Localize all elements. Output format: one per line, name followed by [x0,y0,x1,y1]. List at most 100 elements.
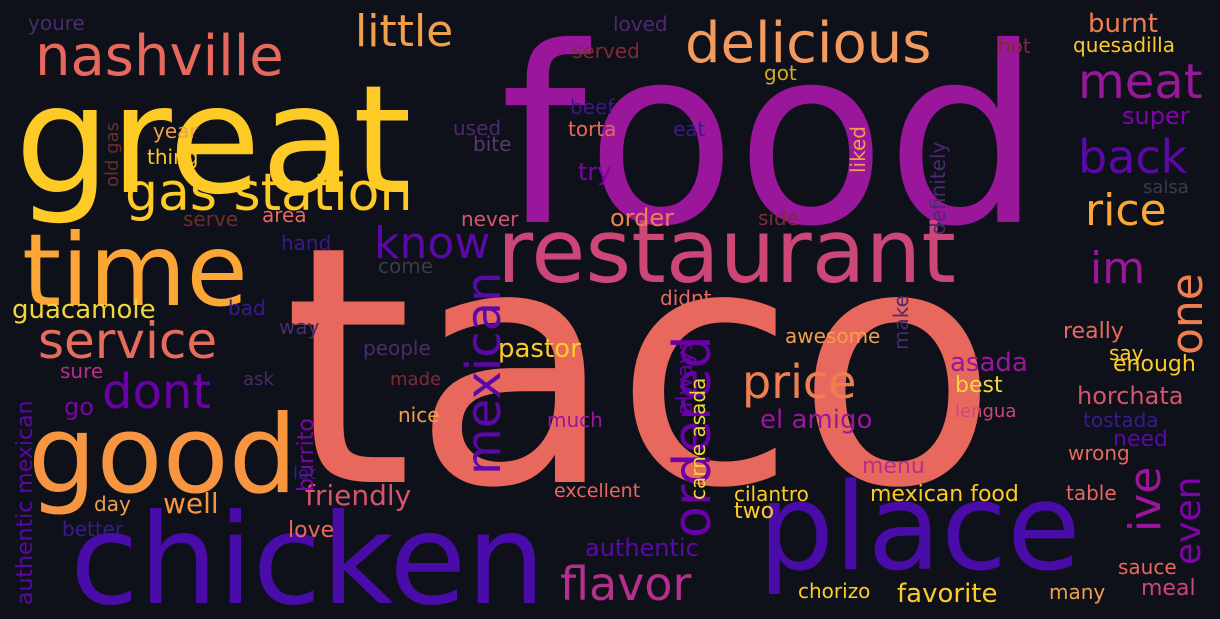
word-area: area [262,203,307,227]
word-horchata: horchata [1077,382,1183,410]
word-awesome: awesome [785,324,880,348]
word-used: used [453,116,501,140]
word-much: much [547,408,603,432]
word-carne-asada: carne asada [686,378,710,500]
word-beef: beef [570,95,615,119]
word-el-amigo: el amigo [760,405,872,435]
word-made: made [390,369,441,390]
word-authentic: authentic [585,534,699,562]
word-old-gas: old gas [102,122,123,187]
word-always: always [673,339,698,415]
word-enough: enough [1113,352,1196,377]
word-good: good [28,393,297,518]
word-love: love [288,518,334,543]
word-year: year [153,119,198,143]
word-loved: loved [613,12,668,36]
word-hand: hand [281,231,331,255]
word-ordered: ordered [663,335,723,538]
word-bad: bad [228,296,266,320]
word-food: food [500,0,1042,280]
word-thing: thing [147,145,198,169]
word-mexican: mexican [456,272,512,475]
word-many: many [1049,580,1105,604]
word-go: go [64,393,94,421]
word-didnt: didnt [660,286,712,310]
word-people: people [363,336,431,360]
word-lot: lot [293,463,316,484]
word-chicken: chicken [70,488,545,619]
word-day: day [94,492,131,516]
word-burrito: burrito [294,418,319,492]
word-chorizo: chorizo [798,579,870,603]
word-flavor: flavor [560,557,692,611]
word-excellent: excellent [554,480,640,502]
word-super: super [1122,102,1190,130]
word-need: need [1113,427,1168,452]
word-youre: youre [28,11,85,35]
word-one: one [1162,273,1213,355]
word-nashville: nashville [35,24,284,89]
word-im: im [1090,243,1145,294]
word-serve: serve [183,207,238,231]
word-ask: ask [243,369,274,390]
word-authentic-mexican: authentic mexican [13,400,38,605]
word-better: better [62,517,124,541]
word-rice: rice [1085,185,1167,236]
word-place: place [758,459,1081,598]
word-table: table [1066,481,1117,505]
word-got: got [764,61,797,85]
word-try: try [578,158,611,186]
word-know: know [374,218,490,269]
word-side: side [758,206,799,230]
word-eat: eat [673,117,706,141]
word-pastor: pastor [498,334,581,364]
word-sauce: sauce [1118,555,1177,579]
word-delicious: delicious [685,11,931,76]
word-restaurant: restaurant [497,200,956,303]
word-time: time [22,212,248,329]
word-nice: nice [398,403,440,427]
word-burnt: burnt [1088,9,1158,39]
word-back: back [1078,130,1188,184]
word-two: two [734,499,774,524]
word-friendly: friendly [305,479,411,512]
word-even: even [1168,477,1209,565]
word-way: way [279,315,320,339]
word-price: price [742,355,856,409]
word-menu: menu [862,454,925,479]
word-well: well [163,487,219,520]
word-cilantro: cilantro [734,482,809,506]
word-really: really [1063,319,1124,344]
word-great: great [15,54,412,228]
word-tostada: tostada [1083,408,1159,432]
word-make: make [889,295,913,350]
word-meal: meal [1141,576,1196,601]
word-definitely: definitely [926,141,950,235]
word-ive: ive [1120,467,1171,532]
word-sure: sure [60,359,103,383]
word-order: order [610,204,674,232]
word-gas-station: gas station [125,163,412,223]
word-quesadilla: quesadilla [1073,33,1175,57]
word-wrong: wrong [1068,441,1130,465]
word-served: served [572,39,640,63]
word-guacamole: guacamole [12,295,156,325]
word-never: never [461,207,519,231]
word-mexican-food: mexican food [870,482,1019,507]
word-torta: torta [568,117,616,141]
word-lengua: lengua [955,401,1016,422]
word-dont: dont [102,364,211,420]
word-salsa: salsa [1143,177,1189,198]
word-bite: bite [473,132,511,156]
word-hot: hot [998,34,1031,58]
word-service: service [38,312,217,370]
word-little: little [355,6,453,57]
word-come: come [378,254,433,278]
word-best: best [955,373,1003,398]
word-say: say [1109,341,1144,365]
word-meat: meat [1078,54,1203,110]
